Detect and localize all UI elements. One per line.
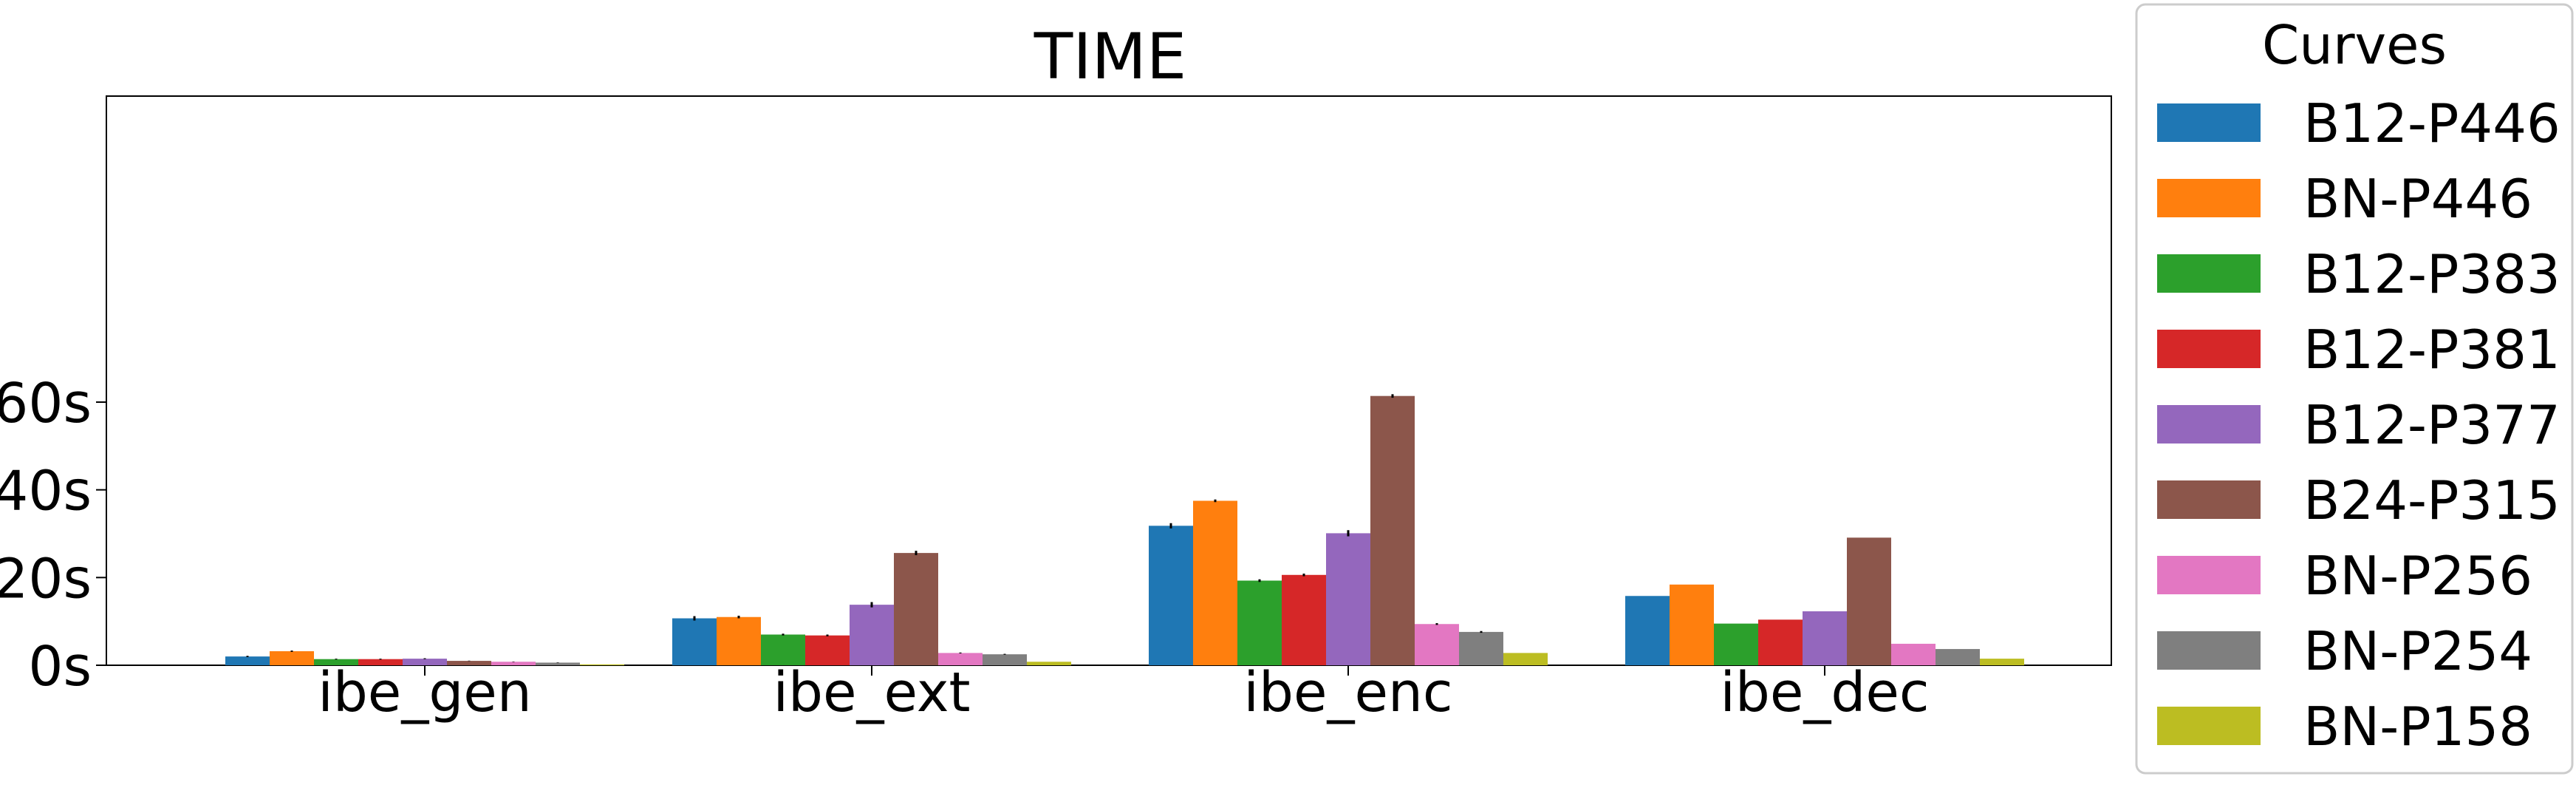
legend-swatch — [2157, 405, 2261, 444]
bar-BN-P158-ibe_ext — [1027, 662, 1071, 665]
x-tick-label: ibe_ext — [773, 661, 970, 724]
bar-B24-P315-ibe_gen — [447, 661, 491, 665]
bar-BN-P446-ibe_dec — [1670, 584, 1714, 665]
bar-BN-P256-ibe_enc — [1415, 624, 1459, 665]
legend-label: B12-P446 — [2303, 92, 2560, 154]
bar-BN-P446-ibe_gen — [270, 651, 314, 665]
bar-B12-P446-ibe_gen — [225, 656, 270, 665]
legend-label: B12-P377 — [2303, 394, 2560, 456]
bar-B24-P315-ibe_enc — [1370, 395, 1415, 665]
bar-B12-P446-ibe_enc — [1149, 526, 1193, 665]
bar-B12-P381-ibe_enc — [1282, 574, 1326, 665]
x-tick-label: ibe_enc — [1243, 661, 1452, 724]
bar-BN-P158-ibe_enc — [1503, 653, 1548, 665]
legend-label: B12-P383 — [2303, 243, 2560, 305]
bar-BN-P256-ibe_gen — [491, 662, 536, 665]
legend-label: B12-P381 — [2303, 319, 2560, 381]
bar-BN-P254-ibe_gen — [536, 662, 580, 665]
bar-B12-P383-ibe_dec — [1714, 623, 1758, 665]
y-tick-label: 20s — [0, 547, 92, 611]
y-axis: 0s 20s 40s 60s — [0, 372, 106, 699]
bar-BN-P256-ibe_dec — [1891, 643, 1936, 665]
y-tick-label: 60s — [0, 372, 92, 435]
legend-swatch — [2157, 707, 2261, 745]
bar-BN-P158-ibe_dec — [1980, 659, 2024, 665]
x-tick-label: ibe_gen — [318, 661, 531, 724]
bar-B12-P381-ibe_ext — [805, 635, 850, 665]
bar-BN-P254-ibe_ext — [983, 654, 1027, 665]
legend-swatch — [2157, 254, 2261, 293]
bar-B12-P377-ibe_enc — [1326, 533, 1370, 665]
legend-title: Curves — [2262, 14, 2447, 76]
bar-B12-P377-ibe_gen — [403, 659, 447, 665]
bar-B12-P383-ibe_gen — [314, 659, 358, 665]
bar-B12-P381-ibe_dec — [1758, 619, 1803, 665]
legend-swatch — [2157, 330, 2261, 368]
bar-BN-P254-ibe_dec — [1936, 649, 1980, 665]
bar-B12-P377-ibe_dec — [1803, 611, 1847, 665]
legend: Curves B12-P446BN-P446B12-P383B12-P381B1… — [2135, 3, 2574, 775]
x-axis: ibe_gen ibe_ext ibe_enc ibe_dec — [318, 661, 1929, 724]
legend-label: BN-P446 — [2303, 168, 2532, 230]
legend-label: BN-P256 — [2303, 545, 2532, 607]
bar-B12-P381-ibe_gen — [358, 659, 403, 665]
legend-entries: B12-P446 BN-P446 B12-P383 B12-P381 B12-P377 B… — [2157, 92, 2560, 758]
bar-B12-P383-ibe_ext — [761, 634, 805, 665]
bar-B12-P377-ibe_ext — [850, 605, 894, 665]
legend-label: B24-P315 — [2303, 469, 2560, 531]
plot-area-frame — [106, 95, 2112, 666]
bar-BN-P446-ibe_ext — [717, 616, 761, 665]
legend-swatch — [2157, 631, 2261, 670]
bar-BN-P256-ibe_ext — [938, 653, 983, 665]
chart-title: TIME — [1034, 20, 1186, 94]
bar-BN-P254-ibe_enc — [1459, 631, 1503, 665]
legend-swatch — [2157, 103, 2261, 142]
bar-B12-P446-ibe_dec — [1625, 596, 1670, 665]
bar-B24-P315-ibe_dec — [1847, 537, 1891, 665]
bar-BN-P446-ibe_enc — [1193, 500, 1237, 665]
bars-layer — [225, 395, 2024, 665]
legend-label: BN-P254 — [2303, 620, 2532, 682]
bar-B24-P315-ibe_ext — [894, 553, 938, 665]
x-tick-label: ibe_dec — [1720, 661, 1929, 724]
legend-label: BN-P158 — [2303, 696, 2532, 758]
legend-swatch — [2157, 480, 2261, 519]
legend-swatch — [2157, 179, 2261, 217]
y-tick-label: 40s — [0, 460, 92, 523]
bar-B12-P446-ibe_ext — [672, 618, 717, 665]
errorbars-layer — [246, 394, 1483, 663]
bar-B12-P383-ibe_enc — [1237, 580, 1282, 665]
legend-swatch — [2157, 556, 2261, 594]
y-tick-label: 0s — [28, 635, 92, 699]
